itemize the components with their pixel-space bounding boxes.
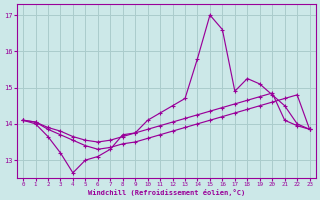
X-axis label: Windchill (Refroidissement éolien,°C): Windchill (Refroidissement éolien,°C)	[88, 189, 245, 196]
